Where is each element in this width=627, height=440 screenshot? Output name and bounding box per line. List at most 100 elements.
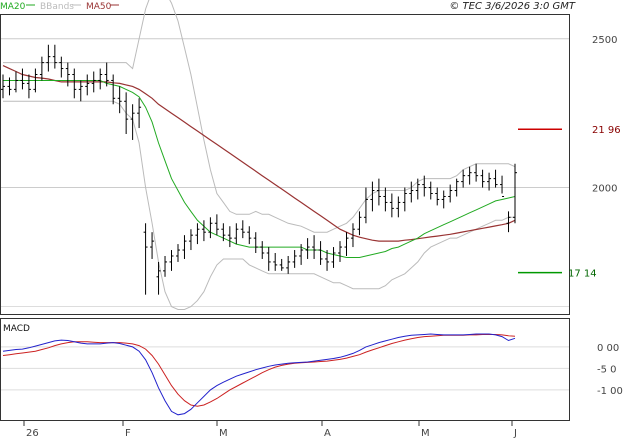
ohlc-bar bbox=[13, 71, 18, 93]
ohlc-bar bbox=[26, 74, 31, 99]
ohlc-bar bbox=[467, 166, 472, 185]
ohlc-bar bbox=[227, 226, 232, 248]
x-tick-label: M bbox=[421, 428, 430, 439]
ohlc-bar bbox=[214, 214, 219, 236]
ma20-line bbox=[3, 80, 516, 258]
ohlc-bar bbox=[7, 77, 12, 96]
ohlc-bar bbox=[169, 250, 174, 271]
x-tick-label: 26 bbox=[26, 428, 39, 439]
ohlc-bar bbox=[474, 163, 479, 182]
ohlc-bar bbox=[493, 169, 498, 188]
x-tick-label: J bbox=[513, 428, 517, 439]
ohlc-bar bbox=[137, 98, 142, 129]
ohlc-bar bbox=[182, 235, 187, 259]
ohlc-bar bbox=[221, 223, 226, 242]
ohlc-bar bbox=[143, 223, 148, 295]
ohlc-bar bbox=[247, 226, 252, 245]
ohlc-bar bbox=[20, 68, 25, 90]
ohlc-bar bbox=[338, 241, 343, 262]
ohlc-bar bbox=[260, 241, 265, 259]
ohlc-bar bbox=[299, 244, 304, 265]
ohlc-bar bbox=[415, 178, 420, 200]
ohlc-bar bbox=[46, 44, 51, 72]
ohlc-bar bbox=[240, 220, 245, 239]
ohlc-bar bbox=[175, 244, 180, 262]
ohlc-bar bbox=[286, 255, 291, 274]
macd-title: MACD bbox=[3, 324, 30, 334]
legend: MA20 BBands MA50 bbox=[0, 2, 119, 12]
price-axis: 2500 2000 bbox=[592, 35, 617, 195]
ohlc-bar bbox=[253, 232, 258, 254]
ohlc-bar bbox=[461, 169, 466, 188]
ohlc-bar bbox=[487, 172, 492, 191]
price-tick-label: 2500 bbox=[592, 35, 617, 46]
ohlc-bar bbox=[59, 56, 64, 78]
x-tick-label: F bbox=[125, 428, 131, 439]
ohlc-bar bbox=[104, 62, 109, 87]
ohlc-bar bbox=[312, 235, 317, 259]
ohlc-bar bbox=[318, 241, 323, 265]
macd-panel bbox=[0, 318, 570, 421]
bbands-upper-line bbox=[3, 0, 516, 233]
ohlc-bar bbox=[156, 261, 161, 295]
macd-tick-label: -1 00 bbox=[597, 386, 623, 397]
ohlc-bar bbox=[33, 68, 38, 93]
ohlc-bar bbox=[363, 187, 368, 224]
price-gridlines bbox=[1, 38, 569, 308]
ohlc-bar bbox=[130, 104, 135, 140]
ohlc-bar bbox=[234, 223, 239, 245]
ohlc-bars bbox=[1, 44, 517, 295]
ohlc-bar bbox=[435, 187, 440, 206]
bollinger-bands bbox=[3, 0, 516, 310]
ohlc-bar bbox=[65, 62, 70, 87]
ohlc-bar bbox=[396, 196, 401, 218]
ohlc-bar bbox=[409, 181, 414, 203]
macd-axis: 0 00 -5 0 -1 00 bbox=[597, 343, 623, 397]
x-tick-label: A bbox=[324, 428, 331, 439]
price-tick-label: 2000 bbox=[592, 184, 617, 195]
macd-tick-label: -5 0 bbox=[597, 364, 617, 375]
ohlc-bar bbox=[78, 80, 83, 102]
ohlc-bar bbox=[292, 250, 297, 268]
ohlc-bar bbox=[39, 56, 44, 81]
ohlc-bar bbox=[428, 181, 433, 200]
ohlc-bar bbox=[98, 68, 103, 90]
ohlc-bar bbox=[273, 253, 278, 271]
ohlc-bar bbox=[85, 74, 90, 96]
ohlc-bar bbox=[188, 229, 193, 251]
ohlc-bar bbox=[195, 223, 200, 245]
ma50-line bbox=[2, 65, 516, 242]
ohlc-bar bbox=[350, 223, 355, 248]
ohlc-bar bbox=[402, 187, 407, 212]
ohlc-bar bbox=[201, 220, 206, 242]
x-tick-label: M bbox=[219, 428, 228, 439]
level-label: 17 14 bbox=[568, 269, 597, 280]
x-axis: 26 F M A M J bbox=[23, 420, 517, 439]
legend-bbands-label: BBands bbox=[40, 2, 74, 12]
ohlc-bar bbox=[441, 190, 446, 209]
legend-ma20-label: MA20 bbox=[0, 2, 26, 12]
ohlc-bar bbox=[383, 187, 388, 212]
ohlc-bar bbox=[305, 238, 310, 259]
ohlc-bar bbox=[480, 169, 485, 188]
ohlc-bar bbox=[72, 68, 77, 99]
level-label: 21 96 bbox=[592, 125, 621, 136]
ohlc-bar bbox=[422, 175, 427, 197]
ohlc-bar bbox=[279, 258, 284, 271]
bbands-lower-line bbox=[3, 100, 515, 310]
ohlc-bar bbox=[91, 71, 96, 93]
macd-lines bbox=[2, 333, 516, 416]
ohlc-bar bbox=[117, 86, 122, 114]
ohlc-bar bbox=[1, 74, 5, 99]
ohlc-bar bbox=[111, 74, 116, 105]
moving-averages bbox=[2, 65, 516, 258]
ohlc-bar bbox=[513, 163, 517, 224]
ohlc-bar bbox=[389, 193, 394, 218]
legend-ma50-label: MA50 bbox=[86, 2, 112, 12]
ohlc-bar bbox=[208, 217, 213, 239]
macd-tick-label: 0 00 bbox=[597, 343, 619, 354]
price-levels: 21 96 17 14 bbox=[518, 125, 621, 280]
ohlc-bar bbox=[370, 181, 375, 212]
ohlc-bar bbox=[448, 184, 453, 203]
